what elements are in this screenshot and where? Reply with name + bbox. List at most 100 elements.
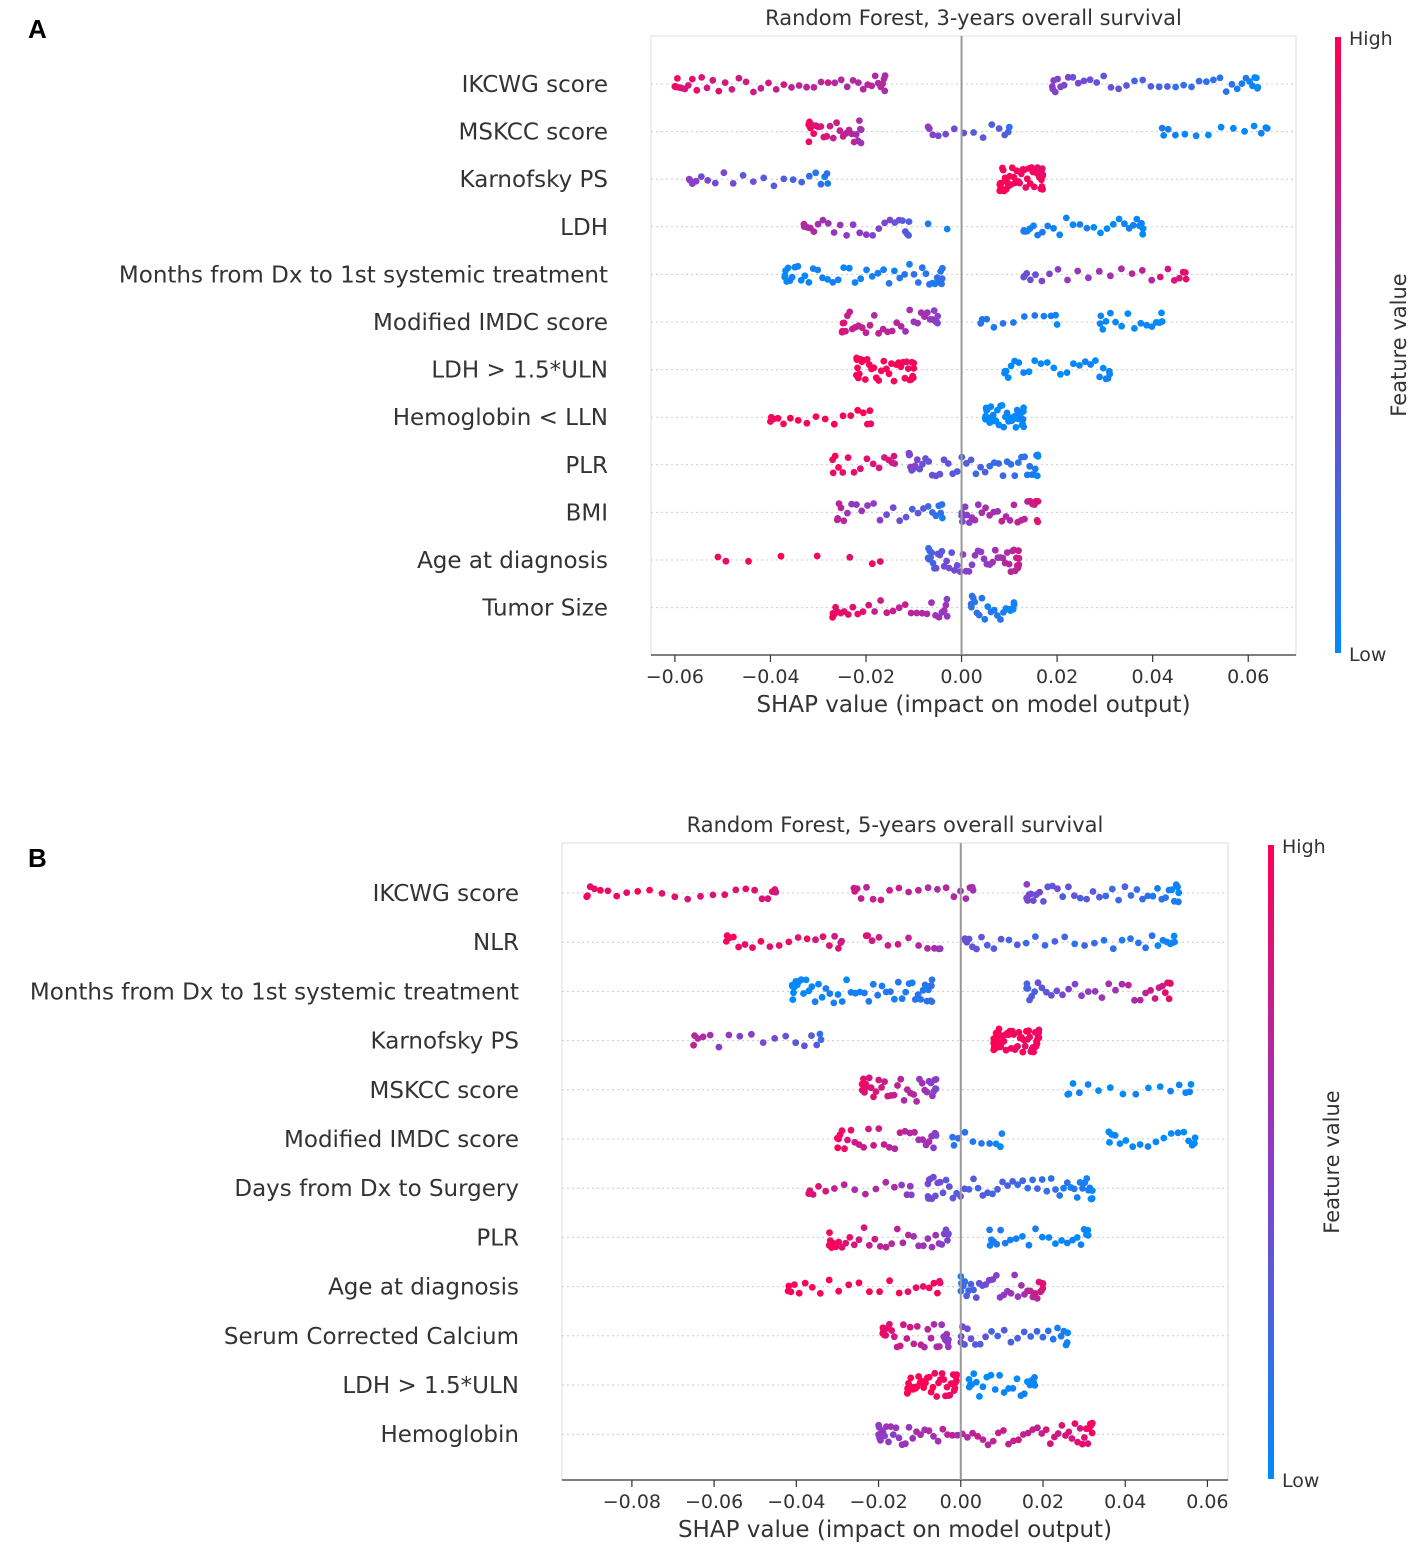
shap-point — [1074, 267, 1082, 275]
shap-point — [1050, 364, 1058, 372]
shap-point — [888, 1240, 896, 1248]
shap-point — [978, 594, 986, 602]
shap-point — [961, 1128, 969, 1136]
shap-point — [787, 414, 794, 422]
shap-point — [1191, 1140, 1198, 1147]
shap-point — [953, 468, 961, 475]
shap-point — [881, 1432, 888, 1440]
shap-point — [787, 1288, 795, 1296]
x-tick-label: 0.04 — [1104, 1491, 1146, 1513]
shap-point — [1138, 219, 1145, 227]
shap-point — [1160, 132, 1168, 139]
shap-point — [936, 1178, 944, 1186]
shap-point — [1076, 1425, 1084, 1432]
shap-point — [906, 260, 913, 268]
shap-point — [1020, 404, 1027, 412]
shap-point — [846, 553, 854, 561]
shap-point — [844, 611, 852, 618]
shap-point — [940, 607, 948, 614]
shap-point — [1084, 1081, 1092, 1088]
feature-label: NLR — [473, 930, 519, 956]
shap-point — [715, 87, 723, 95]
shap-point — [910, 271, 918, 278]
shap-point — [845, 1281, 853, 1289]
feature-label: Months from Dx to 1st systemic treatment — [119, 262, 608, 288]
x-tick-label: −0.04 — [767, 1491, 825, 1513]
shap-point — [1010, 601, 1018, 608]
shap-point — [1023, 881, 1031, 888]
feature-label: IKCWG score — [462, 72, 608, 98]
shap-point — [929, 1383, 937, 1391]
shap-point — [1026, 1033, 1034, 1041]
shap-point — [816, 1290, 824, 1297]
shap-point — [1010, 319, 1017, 326]
shap-point — [1172, 83, 1179, 91]
shap-point — [770, 182, 778, 190]
shap-point — [1012, 424, 1020, 431]
shap-point — [1051, 88, 1059, 96]
shap-point — [972, 470, 980, 478]
shap-point — [1034, 498, 1042, 505]
shap-point — [1080, 77, 1088, 85]
shap-point — [884, 942, 892, 949]
shap-point — [895, 604, 903, 612]
shap-point — [1052, 311, 1059, 319]
shap-point — [1188, 83, 1195, 91]
x-tick-label: −0.06 — [646, 666, 704, 688]
shap-point — [902, 988, 910, 996]
shap-point — [1139, 230, 1147, 238]
shap-point — [1124, 310, 1132, 317]
shap-point — [1015, 561, 1023, 569]
shap-point — [1147, 987, 1154, 994]
chart-panel-b: Random Forest, 5-years overall survival I… — [30, 813, 1344, 1543]
shap-point — [905, 232, 912, 239]
shap-point — [1020, 369, 1027, 376]
shap-point — [1005, 560, 1013, 568]
shap-point — [986, 1140, 993, 1147]
shap-point — [1102, 892, 1110, 900]
shap-point — [939, 1189, 947, 1197]
chart-title: Random Forest, 5-years overall survival — [687, 813, 1104, 837]
shap-point — [967, 456, 975, 464]
shap-point — [803, 83, 810, 91]
shap-point — [1144, 892, 1152, 900]
shap-point — [950, 125, 958, 133]
shap-point — [834, 276, 842, 284]
shap-point — [843, 83, 851, 91]
shap-point — [829, 279, 837, 286]
shap-point — [894, 978, 902, 986]
shap-point — [1085, 274, 1092, 282]
shap-point — [1015, 554, 1023, 562]
shap-point — [878, 1084, 885, 1091]
shap-point — [902, 328, 909, 335]
shap-point — [872, 1185, 880, 1193]
shap-point — [709, 76, 717, 84]
shap-point — [924, 1325, 932, 1333]
shap-point — [974, 1184, 982, 1192]
shap-point — [1083, 895, 1090, 903]
shap-point — [872, 1088, 880, 1095]
shap-point — [863, 883, 870, 891]
feature-label: PLR — [565, 453, 608, 479]
shap-point — [803, 935, 811, 943]
shap-point — [1038, 984, 1046, 992]
shap-point — [1031, 312, 1039, 319]
shap-point — [1102, 318, 1110, 325]
shap-point — [950, 1141, 958, 1149]
shap-point — [905, 934, 912, 942]
chart-title: Random Forest, 3-years overall survival — [765, 6, 1182, 30]
shap-point — [801, 1042, 808, 1050]
shap-point — [1057, 370, 1064, 378]
shap-point — [932, 1132, 940, 1139]
shap-point — [1116, 1140, 1124, 1147]
shap-point — [862, 329, 870, 337]
shap-point — [1205, 131, 1212, 139]
shap-point — [819, 216, 827, 224]
shap-point — [1049, 882, 1056, 890]
shap-point — [815, 1183, 822, 1190]
shap-point — [995, 125, 1003, 132]
shap-point — [953, 1371, 961, 1378]
shap-point — [834, 991, 842, 998]
shap-point — [842, 327, 849, 335]
shap-point — [1158, 309, 1165, 317]
